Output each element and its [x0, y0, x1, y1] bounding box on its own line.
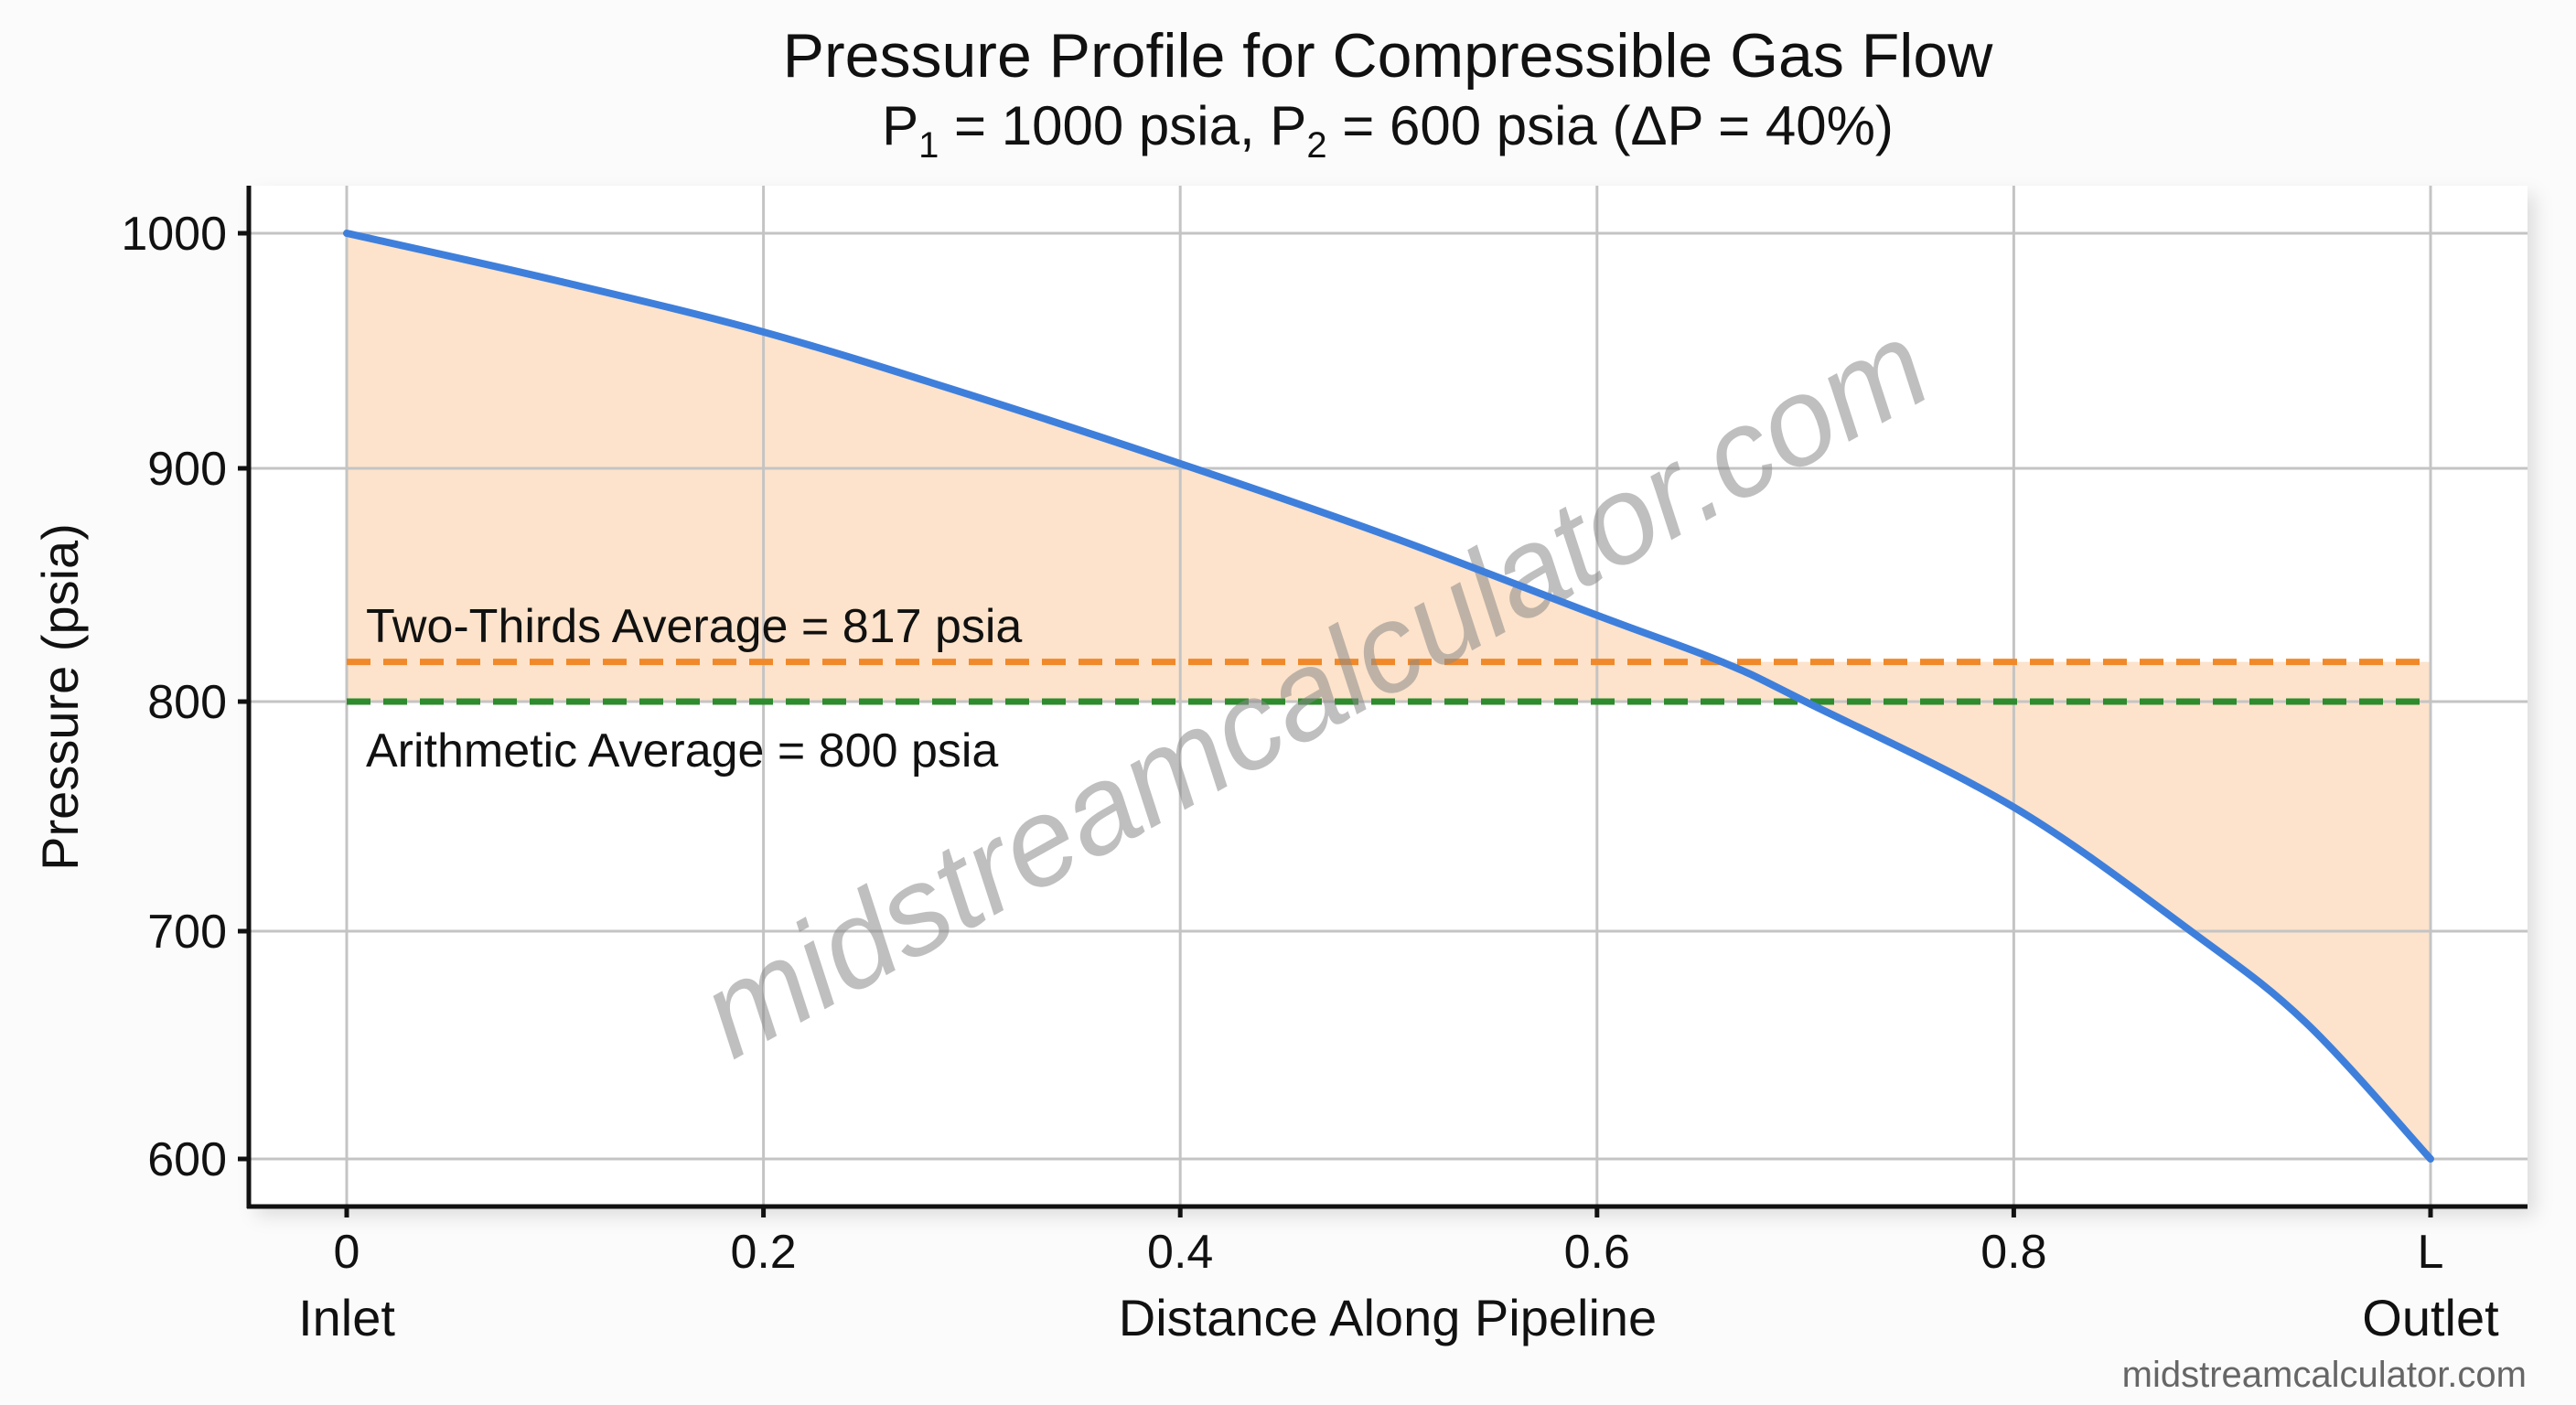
y-tick-label: 700	[147, 906, 227, 959]
x-tick-label: 0.8	[1980, 1226, 2046, 1279]
pressure-curve	[343, 230, 2434, 1163]
y-tick-label: 600	[147, 1133, 227, 1186]
x-tick-label: 0	[334, 1226, 360, 1279]
y-axis-ticks: 1000 900 800 700 600	[121, 208, 249, 1186]
grid-lines	[251, 186, 2528, 1205]
x-tick-label: L	[2418, 1226, 2444, 1279]
x-axis-label: Distance Along Pipeline	[1119, 1289, 1657, 1346]
chart-subtitle: P1 = 1000 psia, P2 = 600 psia (ΔP = 40%)	[882, 95, 1894, 166]
fill-below-average	[1722, 661, 2431, 1159]
y-axis-label: Pressure (psia)	[31, 523, 89, 871]
pressure-profile-line	[343, 230, 2434, 1163]
x-tick-label: 0.4	[1147, 1226, 1213, 1279]
x-tick-sublabel: Outlet	[2362, 1289, 2499, 1346]
two-thirds-average-label: Two-Thirds Average = 817 psia	[366, 600, 1022, 653]
arithmetic-average-label: Arithmetic Average = 800 psia	[366, 724, 998, 778]
x-tick-label: 0.2	[730, 1226, 796, 1279]
y-tick-label: 1000	[121, 208, 227, 261]
y-tick-label: 800	[147, 676, 227, 729]
y-tick-label: 900	[147, 443, 227, 496]
x-axis-ticks: 0 Inlet 0.2 0.4 0.6 0.8 L Outlet	[298, 1207, 2499, 1346]
x-tick-sublabel: Inlet	[298, 1289, 395, 1346]
chart-title: Pressure Profile for Compressible Gas Fl…	[783, 21, 1994, 91]
footer-website: midstreamcalculator.com	[2122, 1355, 2527, 1395]
x-tick-label: 0.6	[1564, 1226, 1630, 1279]
average-lines	[347, 659, 2431, 705]
